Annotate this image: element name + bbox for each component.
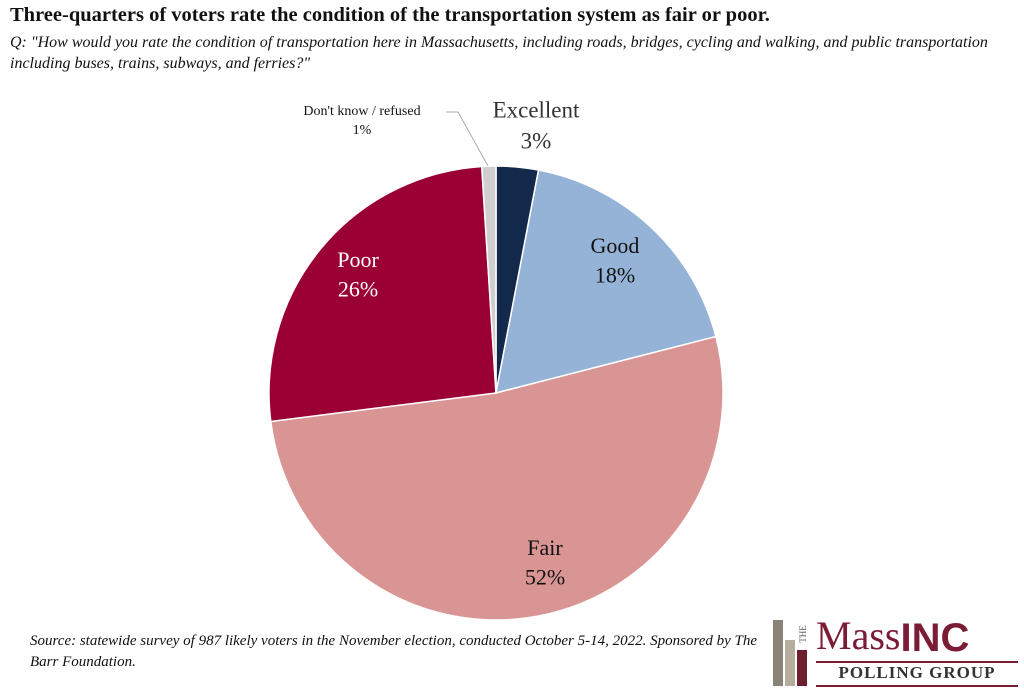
logo-mass-text: Mass <box>816 613 900 658</box>
value-label: 52% <box>525 565 565 590</box>
logo: THE MassINC POLLING GROUP <box>773 613 1018 687</box>
chart-subtitle: Q: "How would you rate the condition of … <box>10 34 988 72</box>
pie-slice <box>480 165 497 394</box>
logo-mass: MassINC <box>816 613 969 659</box>
logo-inc: INC <box>900 616 969 660</box>
slice-label: Don't know / refused <box>303 104 420 119</box>
value-label: 26% <box>338 277 378 302</box>
pie-slice <box>268 165 497 423</box>
value-label: 1% <box>353 123 372 138</box>
value-label: 3% <box>521 128 552 153</box>
leader-line <box>446 111 489 167</box>
source-note: Source: statewide survey of 987 likely v… <box>30 633 758 670</box>
logo-group: POLLING GROUP <box>838 663 995 682</box>
logo-bar <box>773 620 783 686</box>
slice-label: Poor <box>337 247 379 272</box>
chart-title: Three-quarters of voters rate the condit… <box>10 4 770 26</box>
pie-slice <box>495 169 717 395</box>
slice-label: Good <box>591 233 640 258</box>
logo-the: THE <box>798 625 808 643</box>
logo-bar <box>797 650 807 686</box>
value-label: 18% <box>595 263 635 288</box>
slice-label: Fair <box>527 535 563 560</box>
slice-label: Excellent <box>493 97 580 122</box>
logo-bar <box>785 640 795 686</box>
